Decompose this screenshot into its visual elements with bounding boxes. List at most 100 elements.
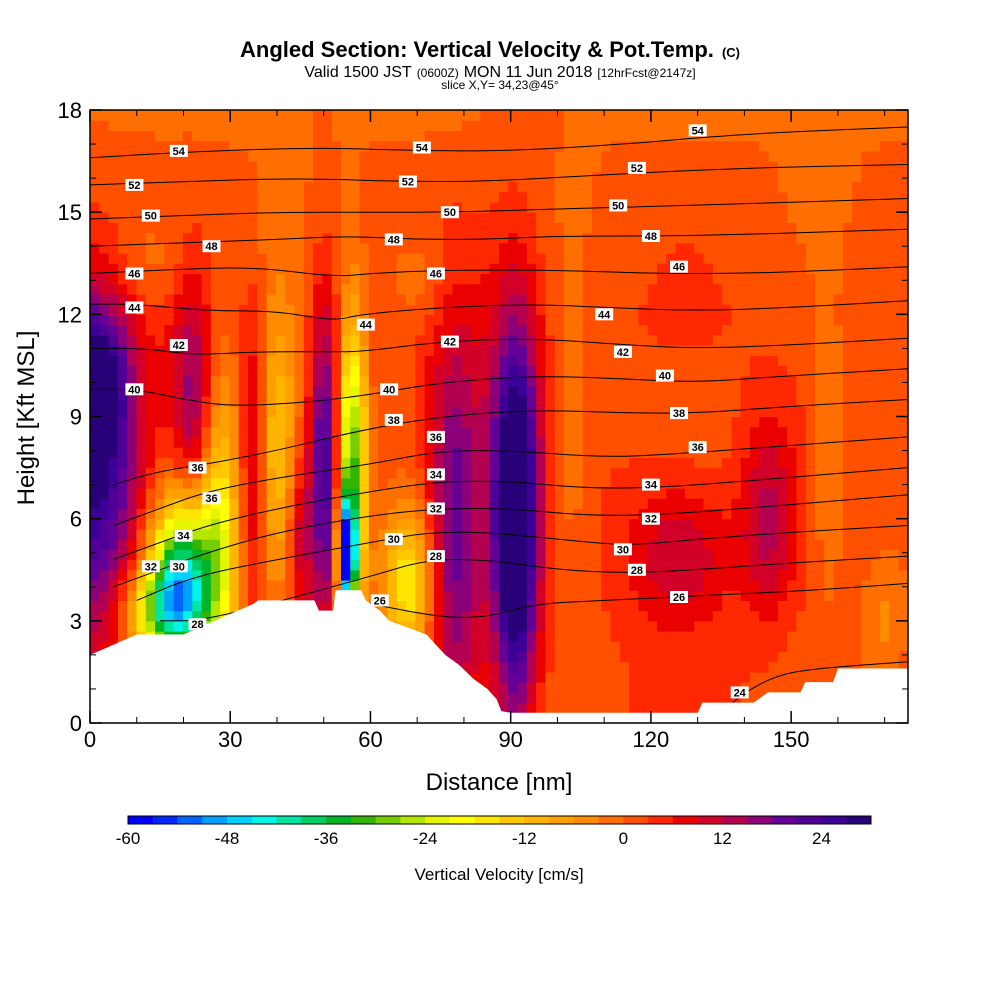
velocity-cell bbox=[257, 212, 268, 223]
velocity-cell bbox=[396, 242, 407, 254]
velocity-cell bbox=[182, 559, 193, 571]
velocity-cell bbox=[880, 488, 891, 499]
velocity-cell bbox=[582, 447, 593, 458]
velocity-cell bbox=[740, 436, 751, 448]
velocity-cell bbox=[424, 631, 435, 642]
velocity-cell bbox=[815, 467, 825, 479]
velocity-cell bbox=[759, 212, 770, 223]
velocity-cell bbox=[731, 467, 742, 479]
velocity-cell bbox=[787, 396, 798, 407]
velocity-cell bbox=[824, 498, 835, 510]
velocity-cell bbox=[694, 161, 705, 172]
velocity-cell bbox=[99, 344, 110, 356]
velocity-cell bbox=[824, 263, 835, 275]
velocity-cell bbox=[880, 620, 891, 632]
velocity-cell bbox=[852, 181, 863, 193]
velocity-cell bbox=[322, 569, 333, 581]
velocity-cell bbox=[508, 549, 519, 561]
velocity-cell bbox=[564, 661, 574, 673]
velocity-cell bbox=[684, 528, 695, 540]
velocity-cell bbox=[471, 528, 482, 540]
velocity-cell bbox=[192, 365, 203, 377]
velocity-cell bbox=[182, 161, 193, 172]
velocity-cell bbox=[155, 518, 165, 530]
velocity-cell bbox=[164, 140, 175, 152]
velocity-cell bbox=[759, 416, 770, 428]
velocity-cell bbox=[749, 396, 760, 407]
velocity-cell bbox=[238, 436, 249, 448]
velocity-cell bbox=[545, 661, 556, 673]
velocity-cell bbox=[285, 467, 296, 479]
velocity-cell bbox=[340, 385, 351, 397]
velocity-cell bbox=[666, 661, 677, 673]
velocity-cell bbox=[248, 181, 258, 193]
velocity-cell bbox=[759, 396, 770, 407]
velocity-cell bbox=[192, 181, 203, 193]
velocity-cell bbox=[108, 222, 119, 234]
velocity-cell bbox=[657, 161, 667, 172]
velocity-cell bbox=[229, 150, 240, 162]
velocity-cell bbox=[350, 304, 361, 315]
velocity-cell bbox=[99, 447, 110, 458]
velocity-cell bbox=[210, 396, 221, 407]
velocity-cell bbox=[443, 385, 454, 397]
velocity-cell bbox=[136, 334, 147, 346]
velocity-cell bbox=[480, 600, 491, 612]
velocity-cell bbox=[266, 273, 277, 285]
velocity-cell bbox=[368, 518, 379, 530]
velocity-cell bbox=[331, 232, 342, 244]
velocity-cell bbox=[749, 610, 760, 622]
velocity-cell bbox=[517, 304, 528, 315]
velocity-cell bbox=[108, 477, 119, 489]
velocity-cell bbox=[582, 324, 593, 336]
velocity-cell bbox=[684, 232, 695, 244]
velocity-cell bbox=[294, 344, 305, 356]
velocity-cell bbox=[638, 375, 649, 387]
velocity-cell bbox=[471, 150, 482, 162]
velocity-cell bbox=[489, 508, 500, 520]
velocity-cell bbox=[545, 651, 556, 663]
velocity-cell bbox=[582, 682, 593, 693]
velocity-cell bbox=[833, 232, 844, 244]
velocity-cell bbox=[145, 314, 156, 326]
velocity-cell bbox=[805, 600, 816, 612]
velocity-cell bbox=[601, 559, 612, 571]
velocity-cell bbox=[220, 447, 231, 458]
velocity-cell bbox=[610, 355, 621, 367]
velocity-cell bbox=[712, 436, 723, 448]
velocity-cell bbox=[833, 416, 844, 428]
velocity-cell bbox=[610, 396, 621, 407]
velocity-cell bbox=[554, 457, 565, 469]
velocity-cell bbox=[294, 539, 305, 550]
velocity-cell bbox=[880, 385, 891, 397]
velocity-cell bbox=[303, 579, 314, 591]
velocity-cell bbox=[350, 273, 361, 285]
velocity-cell bbox=[889, 365, 900, 377]
velocity-cell bbox=[117, 201, 128, 213]
velocity-cell bbox=[777, 682, 788, 693]
velocity-cell bbox=[870, 171, 881, 183]
velocity-cell bbox=[508, 273, 519, 285]
velocity-cell bbox=[248, 457, 258, 469]
velocity-cell bbox=[554, 375, 565, 387]
velocity-cell bbox=[796, 508, 807, 520]
velocity-cell bbox=[740, 590, 751, 601]
velocity-cell bbox=[898, 191, 908, 203]
velocity-cell bbox=[852, 569, 863, 581]
velocity-cell bbox=[99, 620, 110, 632]
velocity-cell bbox=[508, 447, 519, 458]
velocity-cell bbox=[480, 631, 491, 642]
velocity-cell bbox=[480, 232, 491, 244]
velocity-cell bbox=[889, 600, 900, 612]
velocity-cell bbox=[842, 508, 853, 520]
velocity-cell bbox=[350, 232, 361, 244]
velocity-cell bbox=[136, 344, 147, 356]
velocity-cell bbox=[275, 324, 286, 336]
velocity-cell bbox=[201, 201, 212, 213]
velocity-cell bbox=[666, 355, 677, 367]
velocity-cell bbox=[210, 447, 221, 458]
velocity-cell bbox=[275, 457, 286, 469]
velocity-cell bbox=[796, 426, 807, 438]
velocity-cell bbox=[285, 436, 296, 448]
velocity-cell bbox=[526, 253, 537, 264]
